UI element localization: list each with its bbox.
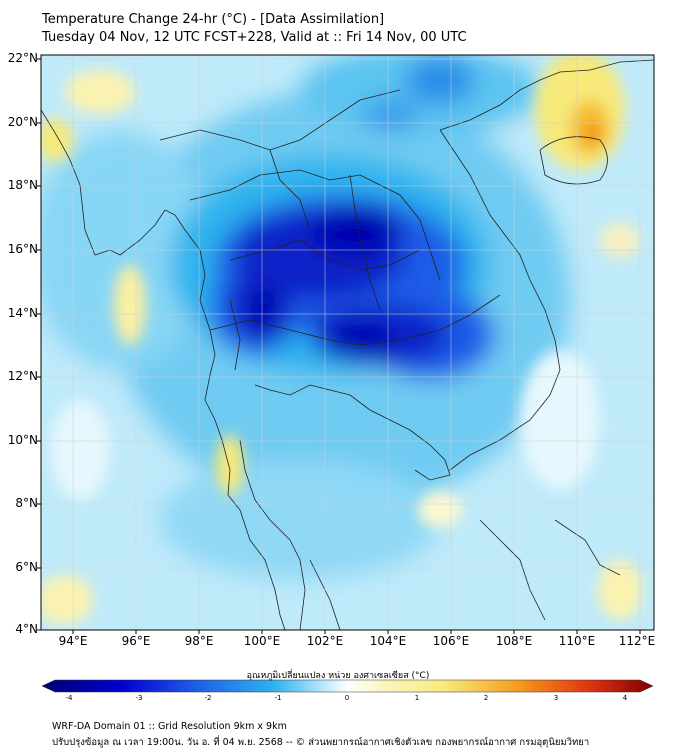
lon-label: 108°E [495,634,533,648]
temperature-field [41,55,654,630]
colorbar-tick: 0 [344,694,350,702]
lat-label: 8°N [15,496,38,510]
colorbar-tick: -3 [135,694,143,702]
lon-label: 102°E [306,634,344,648]
footer-credits: ปรับปรุงข้อมูล ณ เวลา 19:00น. วัน อ. ที่… [52,737,590,748]
lon-label: 106°E [432,634,470,648]
colorbar-tick: 2 [483,694,489,702]
lat-label: 12°N [7,369,38,383]
lat-label: 14°N [7,306,38,320]
footer-model-info: WRF-DA Domain 01 :: Grid Resolution 9km … [52,721,287,732]
lat-label: 4°N [15,622,38,636]
lon-label: 96°E [121,634,151,648]
lon-label: 104°E [369,634,407,648]
lon-label: 110°E [558,634,596,648]
colorbar-label: อุณหภูมิเปลี่ยนแปลง หน่วย องศาเซลเซียส (… [246,671,430,681]
lat-label: 22°N [7,51,38,65]
lon-label: 94°E [58,634,88,648]
axis-ticks [37,58,641,634]
coastline-borders [41,59,654,630]
map-frame [40,54,655,631]
lon-label: 100°E [243,634,281,648]
colorbar-tick: -2 [204,694,212,702]
lon-label: 112°E [618,634,656,648]
colorbar [41,679,654,693]
colorbar-tick: 4 [622,694,628,702]
lat-label: 10°N [7,433,38,447]
lat-label: 20°N [7,115,38,129]
graticule [41,55,654,630]
lon-label: 98°E [184,634,214,648]
map-title: Temperature Change 24-hr (°C) - [Data As… [42,12,385,27]
lat-label: 18°N [7,178,38,192]
valid-time-subtitle: Tuesday 04 Nov, 12 UTC FCST+228, Valid a… [42,30,467,45]
colorbar-tick: 3 [553,694,559,702]
lat-label: 16°N [7,242,38,256]
colorbar-tick: 1 [414,694,420,702]
lat-label: 6°N [15,560,38,574]
colorbar-tick: -1 [274,694,282,702]
colorbar-tick: -4 [65,694,73,702]
